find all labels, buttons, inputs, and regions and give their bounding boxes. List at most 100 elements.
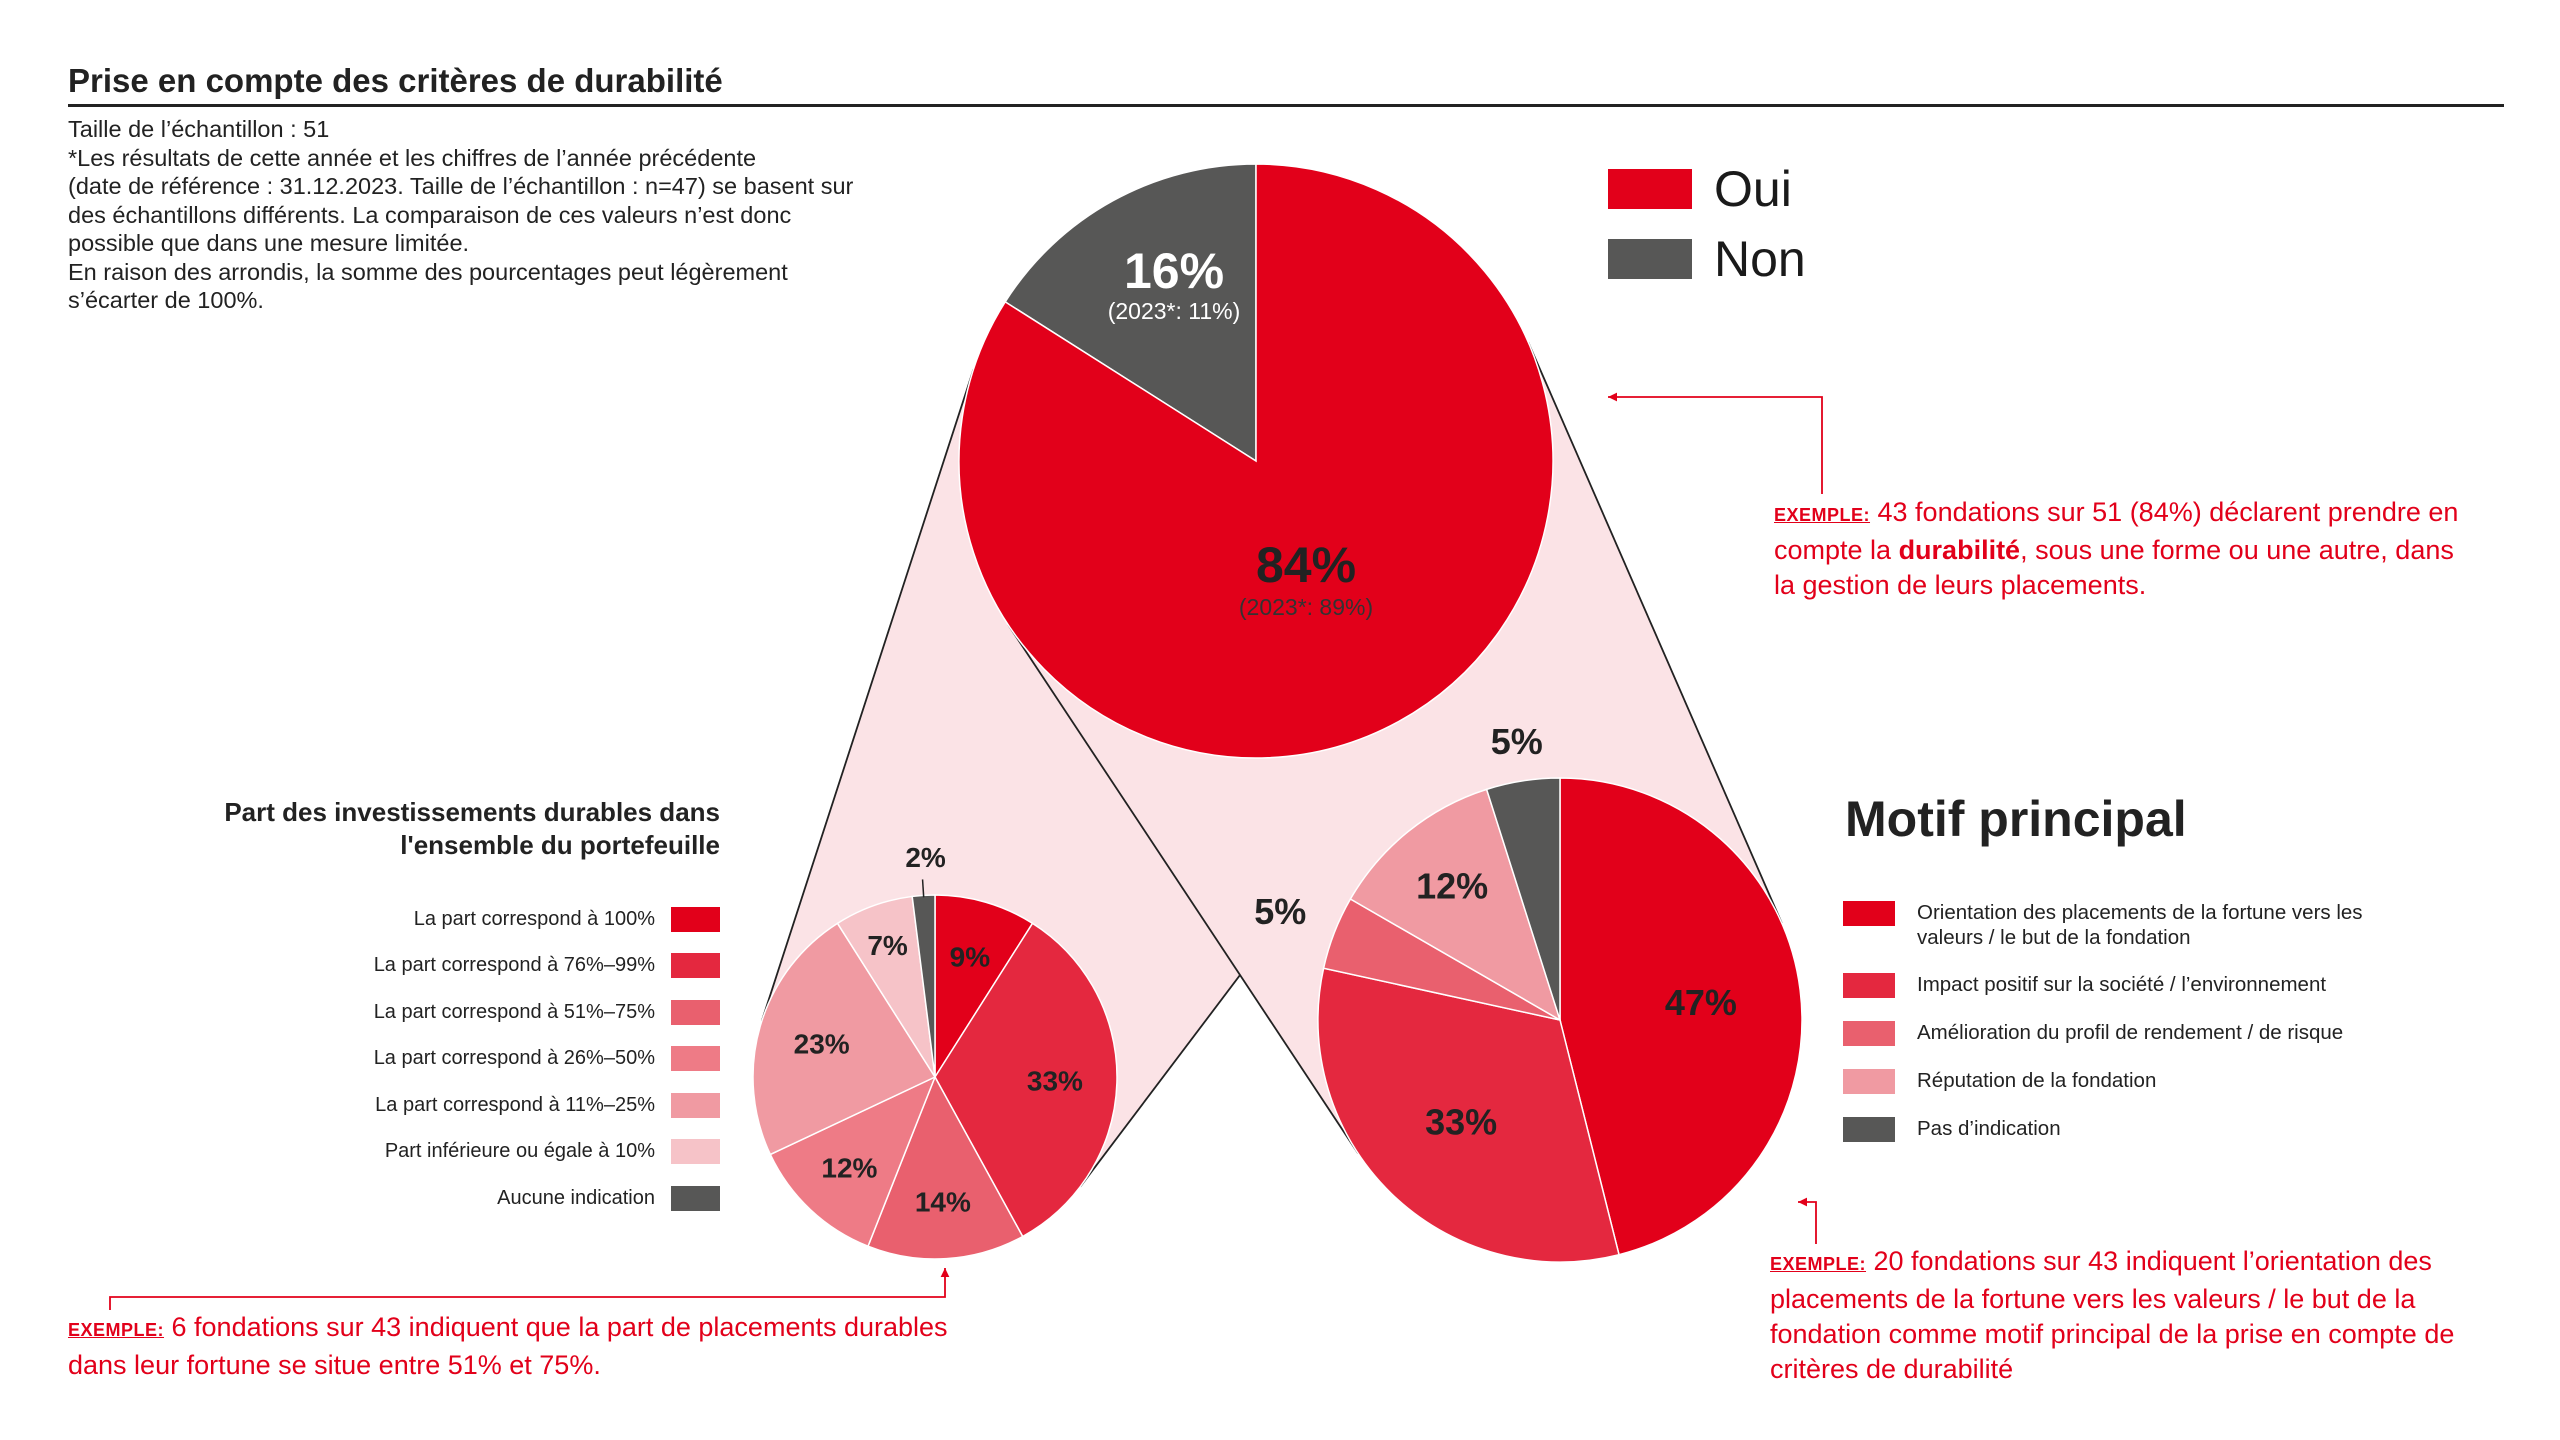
- pie-label-value: 84%: [1256, 537, 1356, 593]
- legend-item: Impact positif sur la société / l’enviro…: [1843, 972, 2403, 998]
- pie-portfolio-share: 9% 33% 14% 12% 23% 7% 2%: [752, 842, 1118, 1260]
- note-line: des échantillons différents. La comparai…: [68, 201, 792, 228]
- note-line: En raison des arrondis, la somme des pou…: [68, 258, 788, 285]
- callout-text: 20 fondations sur 43 indiquent l’orienta…: [1770, 1246, 2455, 1384]
- pie-label-value: 16%: [1124, 243, 1224, 299]
- pie-label-leader: [921, 879, 925, 898]
- legend-swatch: [1843, 1117, 1895, 1142]
- portfolio-share-title: Part des investissements durables dans l…: [100, 796, 720, 862]
- connector-right-edge: [1007, 624, 1359, 1155]
- callout-main: EXEMPLE: 43 fondations sur 51 (84%) décl…: [1774, 495, 2474, 603]
- legend-label-non: Non: [1714, 231, 1806, 287]
- legend-swatch: [671, 1092, 720, 1118]
- pie-slice: [1317, 967, 1620, 1263]
- pie-label-value: 5%: [1491, 721, 1543, 762]
- legend-swatch-non: [1608, 239, 1692, 279]
- callout-text: 43 fondations sur 51 (84%) déclarent pre…: [1774, 497, 2459, 565]
- legend-label: La part correspond à 100%: [413, 907, 655, 930]
- legend-item-non: Non: [1608, 224, 1806, 294]
- legend-item-oui: Oui: [1608, 154, 1806, 224]
- callout-right: EXEMPLE: 20 fondations sur 43 indiquent …: [1770, 1244, 2490, 1387]
- legend-swatch: [1843, 901, 1895, 926]
- legend-label: La part correspond à 76%–99%: [373, 954, 655, 977]
- pie-label-prev: (2023*: 11%): [1108, 298, 1241, 324]
- callout-left: EXEMPLE: 6 fondations sur 43 indiquent q…: [68, 1310, 968, 1383]
- callout-leaders: [109, 392, 1823, 1310]
- pie-label-value: 5%: [1254, 891, 1306, 932]
- legend-label: Part inférieure ou égale à 10%: [384, 1140, 655, 1163]
- leader-main-arrow: [1608, 392, 1618, 402]
- pie-slice: [752, 922, 937, 1156]
- note-line: Taille de l’échantillon : 51: [68, 116, 330, 142]
- pie-label-prev: (2023*: 89%): [1239, 594, 1373, 620]
- legend-item: Amélioration du profil de rendement / de…: [1843, 1020, 2403, 1046]
- leader-right: [1798, 1201, 1817, 1244]
- legend-label: Réputation de la fondation: [1917, 1069, 2157, 1092]
- leader-left: [109, 1268, 946, 1310]
- leader-main: [1608, 396, 1823, 494]
- legend-swatch: [1843, 1069, 1895, 1094]
- callout-text: , sous une forme ou une autre, dans la g…: [1774, 535, 2454, 600]
- pie-slice: [1485, 777, 1561, 1021]
- legend-swatch: [1843, 1021, 1895, 1046]
- legend-swatch: [671, 1185, 720, 1211]
- legend-label: Aucune indication: [497, 1186, 655, 1209]
- pie-label-value: 12%: [1416, 865, 1488, 906]
- legend-swatch: [671, 999, 720, 1025]
- callout-tag: EXEMPLE:: [68, 1320, 165, 1340]
- legend-item: Réputation de la fondation: [1843, 1068, 2403, 1094]
- callout-tag: EXEMPLE:: [1774, 505, 1871, 525]
- leader-left-arrow: [940, 1268, 950, 1278]
- callout-bold: durabilité: [1898, 535, 2021, 565]
- pie-label-value: 14%: [915, 1186, 971, 1217]
- legend-portfolio-share: La part correspond à 100% La part corres…: [200, 896, 720, 1222]
- legend-swatch: [1843, 973, 1895, 998]
- legend-swatch: [671, 906, 720, 932]
- legend-swatch: [671, 1046, 720, 1072]
- pie-label-value: 9%: [950, 941, 991, 972]
- callout-tag: EXEMPLE:: [1770, 1254, 1867, 1274]
- note-line: possible que dans une mesure limitée.: [68, 230, 470, 256]
- pie-label-value: 47%: [1665, 982, 1737, 1023]
- leader-right-arrow: [1798, 1197, 1808, 1207]
- legend-item: Orientation des placements de la fortune…: [1843, 900, 2403, 950]
- legend-item: La part correspond à 11%–25%: [200, 1082, 720, 1129]
- title-rule: [68, 104, 2504, 107]
- legend-item: La part correspond à 51%–75%: [200, 989, 720, 1036]
- pie-slice: [1349, 788, 1562, 1022]
- sample-notes: Taille de l’échantillon : 51 *Les résult…: [68, 115, 948, 315]
- legend-label-oui: Oui: [1714, 161, 1792, 217]
- legend-label: La part correspond à 26%–50%: [373, 1047, 655, 1070]
- legend-label: Orientation des placements de la fortune…: [1917, 901, 2363, 949]
- pie-label-value: 33%: [1027, 1065, 1083, 1096]
- page-title: Prise en compte des critères de durabili…: [68, 62, 723, 99]
- legend-main: Oui Non: [1608, 154, 1806, 294]
- legend-main-motive: Orientation des placements de la fortune…: [1843, 900, 2403, 1164]
- legend-label: Pas d’indication: [1917, 1117, 2061, 1140]
- legend-item: La part correspond à 26%–50%: [200, 1036, 720, 1083]
- portfolio-share-title-line: l'ensemble du portefeuille: [400, 830, 720, 860]
- portfolio-share-title-line: Part des investissements durables dans: [224, 797, 720, 827]
- legend-item: Aucune indication: [200, 1175, 720, 1222]
- legend-swatch-oui: [1608, 169, 1692, 209]
- pie-label-value: 7%: [867, 930, 908, 961]
- pie-slice: [769, 1075, 937, 1248]
- pie-slice: [934, 894, 1034, 1080]
- legend-item: La part correspond à 76%–99%: [200, 943, 720, 990]
- note-line: *Les résultats de cette année et les chi…: [68, 144, 757, 171]
- connector-right-edge: [1527, 341, 1783, 924]
- connector-left-edge: [761, 368, 975, 1022]
- legend-label: Amélioration du profil de rendement / de…: [1917, 1021, 2344, 1044]
- pie-label-value: 23%: [794, 1029, 850, 1060]
- pie-label-value: 2%: [905, 842, 946, 873]
- legend-label: La part correspond à 11%–25%: [375, 1093, 655, 1116]
- pie-slice: [1559, 777, 1803, 1256]
- main-motive-title: Motif principal: [1845, 791, 2187, 847]
- legend-item: Pas d’indication: [1843, 1116, 2403, 1142]
- pie-slice: [867, 1075, 1024, 1260]
- legend-label: Impact positif sur la société / l’enviro…: [1917, 973, 2327, 996]
- legend-swatch: [671, 1139, 720, 1165]
- callout-text: 6 fondations sur 43 indiquent que la par…: [68, 1312, 948, 1380]
- note-line: s’écarter de 100%.: [68, 287, 264, 313]
